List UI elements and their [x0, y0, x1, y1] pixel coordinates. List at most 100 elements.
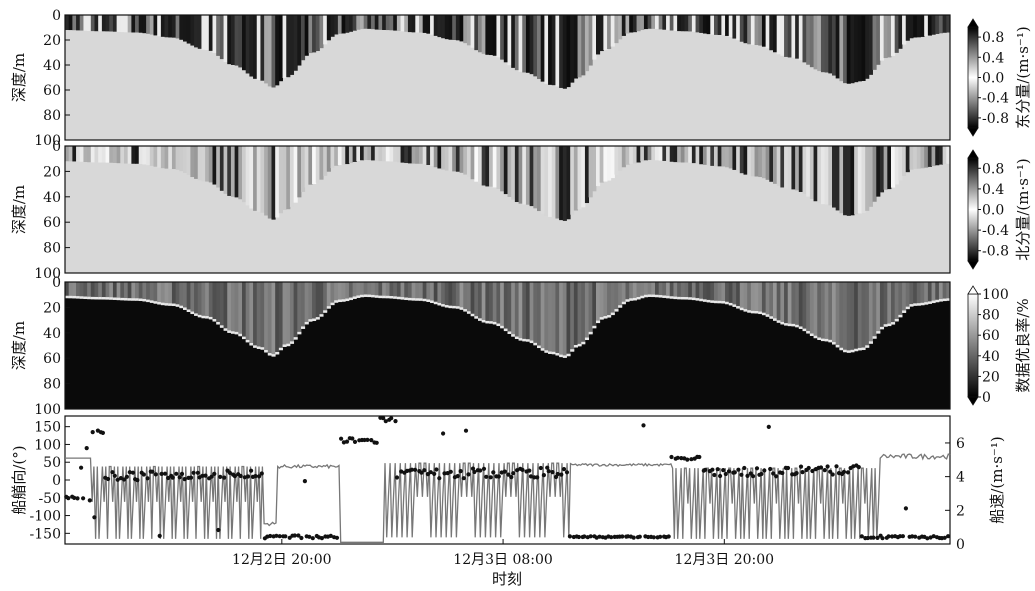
heatmap-cell [312, 15, 317, 53]
heatmap-cell [79, 146, 84, 162]
seafloor-edge [599, 317, 604, 320]
heatmap-cell [702, 282, 708, 301]
heatmap-cell [430, 15, 435, 35]
heatmap-cell [750, 282, 755, 313]
heading-point [339, 436, 344, 441]
heatmap-cell [474, 146, 479, 182]
heatmap-cell [463, 282, 468, 311]
heatmap-cell [802, 15, 807, 63]
heading-point [509, 475, 514, 480]
heading-point [122, 477, 127, 482]
seafloor-edge [120, 297, 125, 301]
seafloor-edge [588, 331, 593, 335]
heatmap-cell [743, 15, 748, 44]
heading-point [739, 472, 744, 477]
y-tick-label: 100 [34, 266, 61, 282]
heatmap-cell [773, 146, 778, 184]
seafloor-edge [835, 344, 840, 348]
heatmap-cell [433, 146, 438, 168]
seafloor-edge [518, 338, 523, 341]
heading-point [651, 535, 656, 540]
seafloor-edge [714, 300, 719, 304]
heatmap-cell [658, 15, 663, 30]
seafloor-edge [725, 301, 730, 305]
heading-point [92, 515, 97, 520]
seafloor-edge [806, 331, 811, 334]
heatmap-cell [868, 146, 873, 207]
heatmap-cell [655, 282, 660, 297]
heatmap-cell [843, 146, 848, 216]
heatmap-cell [706, 15, 711, 35]
seafloor-edge [673, 296, 678, 300]
heatmap-cell [581, 282, 586, 344]
colorbar-tick-label: 0 [982, 390, 991, 406]
heatmap-cell [419, 282, 424, 300]
seafloor-edge [415, 298, 420, 301]
heatmap-north-velocity [65, 146, 951, 273]
heatmap-cell [920, 146, 925, 169]
heading-point [472, 469, 477, 475]
heatmap-cell [245, 146, 250, 206]
heatmap-cell [787, 15, 792, 58]
heatmap-cell [592, 15, 597, 60]
heatmap-cell [337, 146, 342, 166]
heading-point [159, 471, 164, 476]
heatmap-cell [444, 15, 449, 40]
seafloor-edge [935, 299, 940, 303]
heatmap-cell [695, 15, 700, 33]
heatmap-cell [238, 146, 243, 200]
heatmap-cell [802, 282, 807, 331]
heatmap-cell [275, 282, 280, 354]
seafloor-edge [802, 328, 807, 332]
heatmap-cell [621, 146, 626, 168]
heatmap-cell [496, 146, 501, 190]
seafloor-edge [363, 294, 368, 297]
heatmap-cell [360, 15, 365, 30]
colorbar-body [967, 157, 979, 262]
heatmap-cell [850, 146, 855, 216]
seafloor-edge [496, 323, 501, 327]
seafloor-edge [105, 297, 110, 300]
heatmap-cell [820, 282, 826, 341]
y-tick-label: 100 [34, 402, 61, 418]
seafloor-edge [662, 295, 667, 298]
heatmap-cell [732, 15, 737, 39]
heading-point [545, 465, 550, 470]
seafloor-edge [308, 319, 313, 322]
heatmap-cell [415, 282, 420, 300]
heatmap-cell [872, 282, 877, 338]
heading-point [532, 475, 537, 480]
seafloor-edge [525, 339, 531, 342]
heatmap-cell [739, 282, 744, 310]
heatmap-cell [835, 282, 840, 347]
heatmap-cell [647, 282, 652, 296]
heatmap-cell [721, 146, 726, 167]
seafloor-edge [898, 314, 903, 318]
heading-point [127, 470, 132, 475]
heatmap-cell [68, 15, 73, 31]
seafloor-edge [522, 338, 527, 342]
heatmap-cell [286, 282, 291, 346]
heatmap-cell [378, 146, 383, 162]
colorbar-label: 数据优良率/% [1014, 298, 1032, 392]
heatmap-cell [216, 282, 221, 324]
heatmap-cell [691, 15, 696, 32]
seafloor-edge [253, 345, 258, 348]
heading-point [637, 534, 642, 539]
heatmap-cell [112, 15, 118, 32]
seafloor-edge [784, 323, 789, 326]
heatmap-cell [249, 146, 254, 209]
heatmap-cell [607, 146, 612, 181]
seafloor-edge [116, 297, 121, 301]
heatmap-cell [607, 15, 612, 50]
heatmap-cell [765, 146, 770, 180]
heatmap-cell [271, 282, 276, 356]
heatmap-cell [430, 282, 435, 303]
heatmap-cell [721, 282, 726, 303]
heading-point [422, 468, 427, 473]
heatmap-cell [138, 146, 143, 165]
heatmap-cell [680, 15, 685, 32]
heatmap-cell [500, 146, 505, 192]
seafloor-edge [360, 294, 365, 298]
heatmap-cell [112, 282, 118, 299]
